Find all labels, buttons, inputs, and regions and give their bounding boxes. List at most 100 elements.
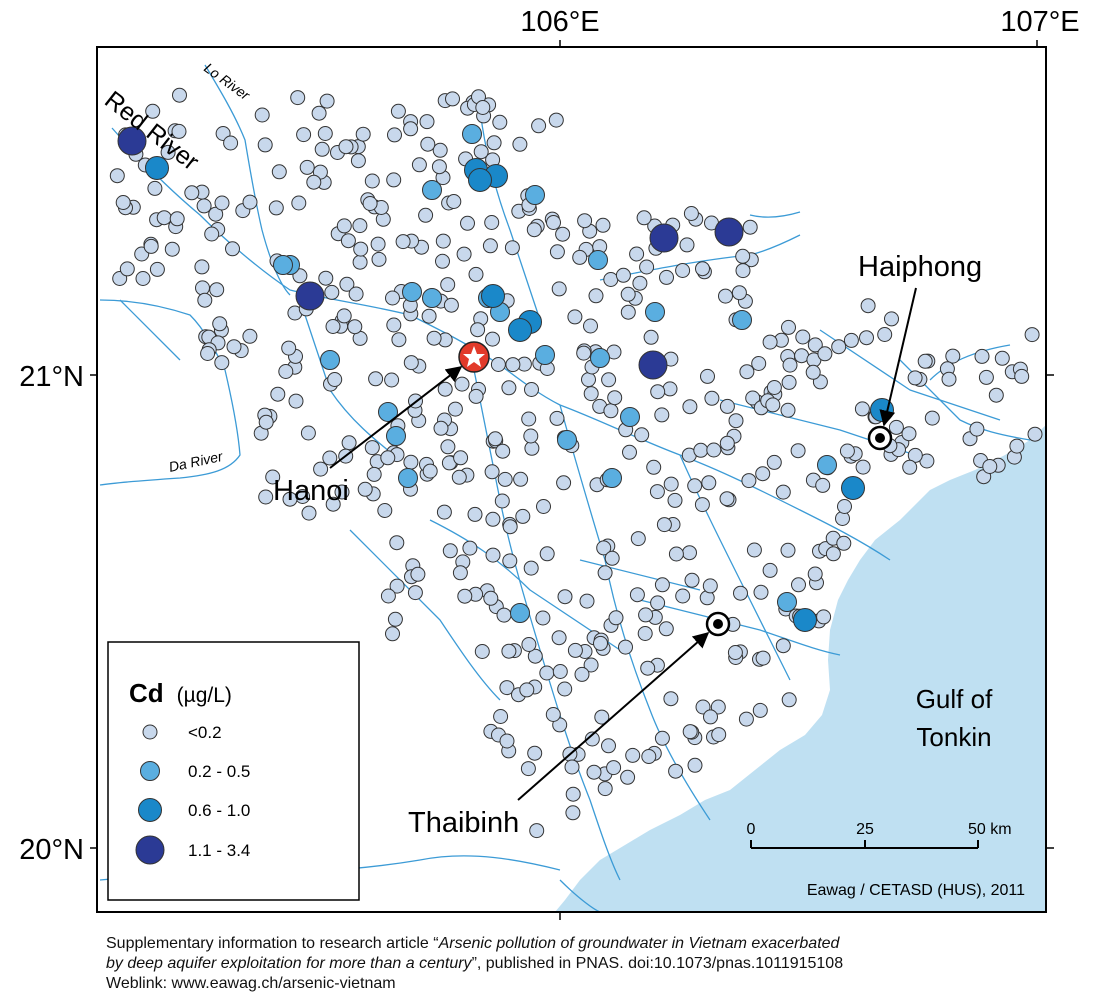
sampling-site (242, 194, 258, 210)
sampling-site (431, 159, 447, 175)
sampling-site (777, 592, 797, 612)
thaibinh-arrow (517, 631, 710, 801)
sampling-site (884, 311, 899, 327)
sampling-site (654, 730, 670, 746)
sampling-site (196, 198, 212, 214)
sampling-site (695, 261, 710, 277)
sampling-site (780, 402, 796, 418)
sampling-site (496, 607, 512, 623)
sampling-site (357, 481, 373, 497)
sampling-site (145, 156, 169, 180)
sampling-site (410, 566, 426, 582)
sampling-site (370, 236, 386, 252)
sampling-site (282, 491, 298, 507)
sampling-site (718, 288, 733, 304)
sampling-site (855, 459, 871, 475)
sampling-site (603, 403, 619, 419)
sampling-site (679, 237, 695, 253)
sampling-site (119, 261, 135, 277)
sampling-site (390, 103, 406, 119)
sampling-site (969, 421, 985, 437)
thaibinh-marker (705, 611, 731, 637)
sampling-site (649, 223, 679, 253)
sampling-site (462, 124, 482, 144)
sampling-site (470, 322, 486, 338)
sampling-site (637, 626, 653, 641)
sampling-site (791, 577, 806, 593)
legend-label-4: 1.1 - 3.4 (188, 841, 250, 860)
sampling-site (208, 206, 224, 222)
haiphong-arrow (879, 287, 917, 427)
legend: Cd (µg/L) <0.2 0.2 - 0.5 0.6 - 1.0 1.1 -… (107, 641, 360, 901)
map-frame (96, 46, 1047, 913)
sampling-site (195, 280, 210, 296)
sampling-site (843, 332, 859, 348)
sampling-site (419, 114, 435, 130)
gulf-label-line2: Tonkin (916, 722, 991, 752)
sampling-site (109, 168, 125, 184)
sampling-site (751, 356, 767, 371)
sampling-site (462, 540, 478, 556)
sampling-site (675, 263, 691, 278)
sampling-site (433, 420, 449, 436)
sampling-site (775, 638, 791, 654)
sampling-site (350, 153, 366, 169)
sampling-site (620, 286, 636, 302)
sampling-site (735, 263, 751, 279)
sampling-site (536, 499, 551, 514)
sampling-site (545, 707, 561, 722)
sampling-site (456, 246, 472, 262)
sampling-site (460, 215, 475, 231)
sampling-site (339, 276, 355, 292)
sampling-site (334, 484, 350, 500)
sampling-site (164, 241, 180, 257)
sampling-site (515, 508, 531, 524)
sampling-site (662, 381, 678, 397)
sampling-site (348, 286, 364, 302)
sampling-site (1014, 368, 1030, 384)
sampling-site (468, 168, 492, 192)
sampling-site (565, 805, 581, 821)
sampling-site (667, 492, 683, 508)
sampling-site (765, 397, 781, 413)
sampling-site (629, 587, 645, 603)
sampling-site (494, 493, 510, 509)
sampling-site (422, 463, 438, 479)
sampling-site (854, 401, 870, 417)
sampling-site (549, 410, 565, 426)
hanoi-marker (458, 341, 490, 373)
sampling-site (313, 461, 329, 477)
sampling-site (1024, 327, 1040, 343)
sampling-site (618, 639, 633, 655)
sampling-site (535, 345, 555, 365)
sampling-site (588, 250, 608, 270)
sampling-site (782, 357, 798, 373)
sampling-site (638, 350, 668, 380)
sampling-site (499, 680, 515, 696)
sampling-site (742, 219, 758, 235)
sampling-site (817, 455, 837, 475)
sampling-site (364, 173, 380, 189)
sampling-site (336, 308, 352, 324)
sampling-site (901, 426, 917, 442)
sampling-site (493, 709, 509, 724)
sampling-site (453, 450, 469, 466)
sampling-site (831, 339, 847, 355)
sampling-site (520, 761, 536, 777)
legend-label-2: 0.2 - 0.5 (188, 762, 250, 781)
sampling-site (327, 372, 343, 387)
sampling-site (590, 348, 610, 368)
sampling-site (839, 443, 855, 459)
sampling-site (454, 376, 470, 392)
sampling-site (639, 259, 655, 275)
sampling-site (640, 660, 656, 676)
sampling-site (502, 553, 518, 569)
sampling-site (209, 282, 225, 298)
sampling-site (527, 745, 543, 761)
scale-label-50: 50 km (968, 821, 1012, 838)
sampling-site (184, 185, 200, 201)
sampling-site (552, 664, 568, 679)
sampling-site (974, 348, 990, 364)
sampling-site (741, 473, 757, 489)
sampling-site (746, 542, 762, 558)
